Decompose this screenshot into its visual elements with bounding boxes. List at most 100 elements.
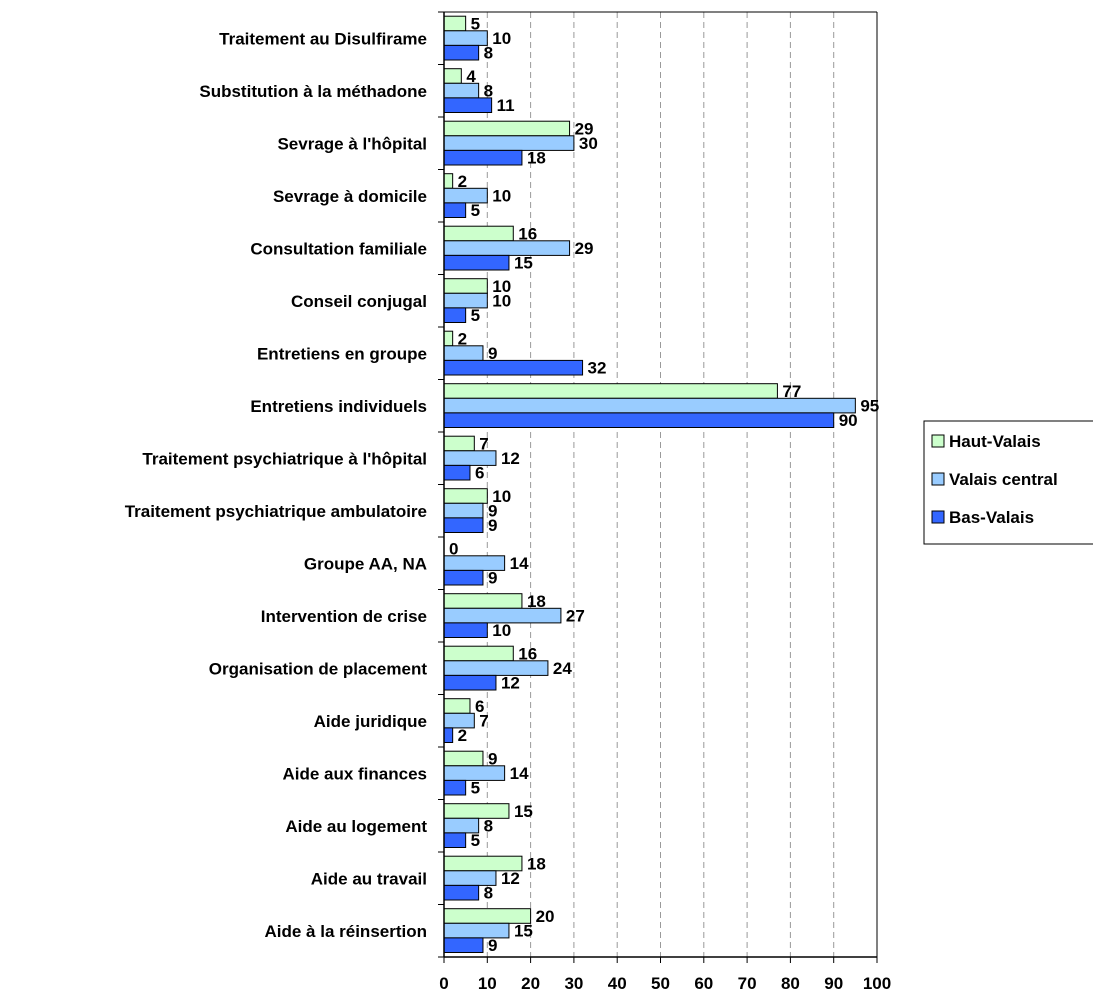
bar [443, 30, 488, 46]
data-label: 90 [839, 411, 858, 430]
bar [443, 803, 510, 819]
bar [443, 832, 467, 849]
bar [443, 383, 778, 399]
data-label: 14 [510, 764, 529, 783]
data-label: 77 [782, 382, 801, 401]
data-label: 10 [492, 292, 511, 311]
data-label: 95 [860, 397, 879, 416]
data-label: 5 [471, 15, 480, 34]
data-label: 2 [458, 726, 467, 745]
bar [443, 884, 480, 901]
bar [443, 517, 484, 534]
legend-swatch [931, 510, 945, 524]
category-label: Consultation familiale [250, 239, 427, 258]
x-axis-tick-labels: 0 10 20 30 40 50 60 70 80 90 100 [439, 974, 891, 993]
bar [443, 488, 488, 504]
data-label: 9 [488, 936, 497, 955]
data-label: 8 [484, 817, 493, 836]
category-labels: Traitement au Disulfirame Substitution à … [125, 29, 428, 941]
bar [443, 750, 484, 767]
x-tick-label: 50 [651, 974, 670, 993]
bar [443, 292, 488, 309]
data-label: 5 [471, 201, 480, 220]
data-label: 8 [484, 44, 493, 63]
data-label: 10 [492, 621, 511, 640]
data-label: 9 [488, 750, 497, 769]
bar [443, 173, 454, 189]
x-tick-label: 10 [478, 974, 497, 993]
bar [443, 202, 467, 218]
category-label: Entretiens en groupe [257, 344, 427, 363]
bar [443, 307, 467, 323]
data-label: 9 [488, 516, 497, 535]
data-label: 7 [479, 435, 488, 454]
bar [443, 149, 523, 166]
data-label: 30 [579, 134, 598, 153]
data-label: 9 [488, 344, 497, 363]
category-label: Conseil conjugal [291, 292, 427, 311]
category-label: Aide aux finances [282, 764, 427, 783]
category-label: Traitement psychiatrique à l'hôpital [142, 449, 427, 468]
data-label: 10 [492, 29, 511, 48]
category-label: Entretiens individuels [250, 397, 427, 416]
data-label: 5 [471, 306, 480, 325]
data-label: 15 [514, 254, 533, 273]
data-label: 29 [575, 239, 594, 258]
data-label: 6 [475, 464, 484, 483]
x-tick-label: 20 [521, 974, 540, 993]
data-label: 0 [449, 540, 458, 559]
bar [443, 359, 584, 376]
bar [443, 68, 462, 84]
category-label: Aide à la réinsertion [265, 922, 428, 941]
bar [443, 698, 471, 714]
category-label: Organisation de placement [209, 659, 428, 678]
legend-label: Haut-Valais [949, 432, 1041, 451]
category-label: Aide au travail [311, 869, 427, 888]
data-label: 24 [553, 659, 572, 678]
bar [443, 622, 488, 639]
bar [443, 435, 475, 452]
category-label: Groupe AA, NA [304, 554, 427, 573]
bar [443, 727, 454, 744]
x-tick-label: 30 [564, 974, 583, 993]
x-tick-label: 0 [439, 974, 448, 993]
category-label: Sevrage à domicile [273, 187, 427, 206]
data-label: 10 [492, 187, 511, 206]
data-label: 15 [514, 802, 533, 821]
data-label: 11 [497, 96, 515, 115]
x-tick-label: 40 [608, 974, 627, 993]
bar [443, 779, 467, 796]
x-tick-label: 100 [863, 974, 891, 993]
data-labels: 5108481129301821051629151010529327795907… [449, 15, 879, 956]
bar [443, 502, 484, 519]
data-label: 32 [588, 359, 607, 378]
data-label: 4 [466, 67, 476, 86]
data-label: 10 [492, 277, 511, 296]
bar [443, 120, 571, 137]
bar [443, 254, 510, 271]
legend-label: Bas-Valais [949, 508, 1034, 527]
data-label: 18 [527, 592, 546, 611]
data-label: 9 [488, 502, 497, 521]
data-label: 8 [484, 82, 493, 101]
data-label: 12 [501, 674, 520, 693]
data-label: 9 [488, 569, 497, 588]
data-label: 2 [458, 330, 467, 349]
data-label: 6 [475, 697, 484, 716]
legend-swatch [931, 472, 945, 486]
bar [443, 464, 471, 481]
bar [443, 15, 467, 32]
axes [438, 11, 878, 963]
bar [443, 135, 575, 151]
legend-box [923, 420, 1093, 545]
category-label: Sevrage à l'hôpital [277, 134, 427, 153]
data-label: 27 [566, 607, 585, 626]
bar [443, 278, 488, 294]
category-label: Traitement au Disulfirame [219, 29, 427, 48]
bar [443, 225, 514, 242]
bars [443, 15, 856, 954]
bar [443, 240, 571, 256]
x-tick-label: 90 [824, 974, 843, 993]
x-tick-label: 80 [781, 974, 800, 993]
